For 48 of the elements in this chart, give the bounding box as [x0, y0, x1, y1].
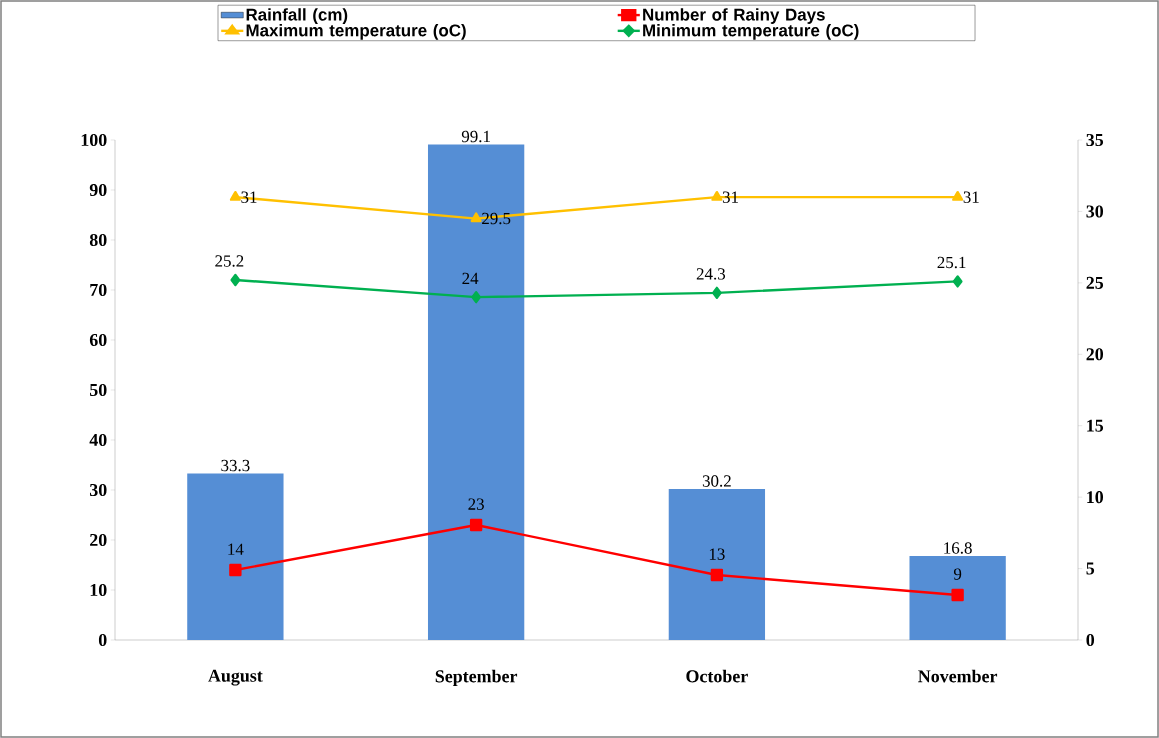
y-tick-label: 50: [90, 383, 107, 397]
y2-tick-label: 10: [1087, 491, 1104, 504]
x-tick-label: September: [435, 669, 518, 687]
y2-tick-label: 15: [1087, 419, 1104, 432]
y-tick-label: 20: [90, 533, 107, 547]
data-label: 14: [228, 543, 244, 555]
legend-label: Number of Rainy Days: [643, 8, 825, 24]
bar: [427, 144, 525, 640]
y-tick-label: 0: [98, 633, 107, 647]
data-label: 25.2: [215, 255, 244, 267]
y2-tick-label: 30: [1086, 205, 1104, 218]
y2-tick-label: 20: [1086, 348, 1104, 361]
data-label: 99.1: [461, 130, 490, 143]
y-tick-label: 10: [90, 583, 107, 597]
y-tick-label: 40: [89, 433, 107, 447]
data-label: 16.8: [944, 542, 972, 554]
y2-tick-label: 25: [1086, 276, 1104, 289]
point: [469, 518, 483, 532]
legend-label: Rainfall (cm): [246, 8, 348, 24]
y-tick-label: 30: [89, 483, 107, 497]
data-label: 31: [963, 191, 979, 203]
y-tick-label: 80: [89, 233, 107, 247]
bar: [909, 556, 1006, 640]
data-label: 25.1: [937, 256, 966, 269]
bar: [187, 473, 284, 640]
data-label: 23: [468, 498, 484, 510]
x-tick-label: October: [686, 669, 748, 683]
point: [710, 568, 724, 582]
y-tick-label: 70: [90, 283, 107, 297]
legend-label: Minimum temperature (oC): [643, 23, 859, 40]
data-label: 24: [462, 272, 479, 284]
data-label: 13: [709, 548, 725, 560]
x-tick-label: August: [208, 669, 263, 686]
y-tick-label: 60: [89, 333, 107, 347]
y-tick-label: 90: [89, 183, 107, 197]
y2-tick-label: 35: [1086, 133, 1104, 147]
y2-tick-label: 5: [1086, 562, 1095, 575]
bar: [668, 489, 766, 640]
data-label: 30.2: [702, 475, 731, 487]
data-label: 24.3: [696, 268, 726, 280]
point: [229, 563, 242, 577]
x-tick-label: November: [918, 669, 998, 683]
data-label: 9: [953, 568, 962, 580]
data-label: 33.3: [221, 459, 250, 472]
y-tick-label: 100: [81, 133, 107, 147]
legend-label: Maximum temperature (oC): [246, 23, 466, 40]
point: [951, 588, 964, 602]
y2-tick-label: 0: [1086, 633, 1095, 647]
